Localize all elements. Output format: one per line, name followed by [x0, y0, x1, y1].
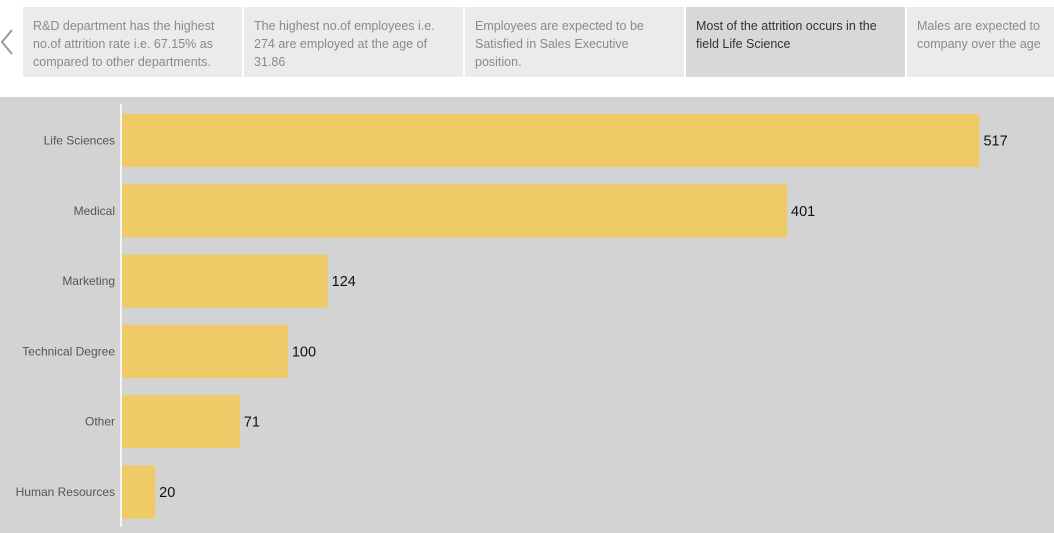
chevron-left-icon[interactable] [0, 28, 16, 56]
bar-chart: Life Sciences 517 Medical 401 Marketing 124 Te… [16, 104, 1008, 527]
story-point-2[interactable]: The highest no.of employees i.e. 274 are… [244, 7, 463, 77]
story-point-5[interactable]: Males are expected to company over the a… [907, 7, 1054, 77]
story-point-text: Males are expected to company over the a… [917, 19, 1041, 51]
bar[interactable] [122, 114, 980, 167]
story-point-text: R&D department has the highest no.of att… [33, 19, 215, 69]
category-label: Marketing [62, 274, 115, 288]
story-point-text: The highest no.of employees i.e. 274 are… [254, 19, 435, 69]
story-point-text: Employees are expected to be Satisfied i… [475, 19, 644, 69]
data-label: 401 [791, 204, 815, 220]
category-label: Human Resources [16, 485, 115, 499]
story-point-4[interactable]: Most of the attrition occurs in the fiel… [686, 7, 905, 77]
story-point-text: Most of the attrition occurs in the fiel… [696, 19, 877, 51]
bar[interactable] [122, 184, 788, 238]
category-label: Medical [74, 204, 115, 218]
data-label: 124 [332, 274, 356, 290]
bar[interactable] [122, 254, 328, 308]
data-label: 71 [244, 415, 260, 431]
data-label: 20 [159, 485, 175, 501]
bar[interactable] [122, 324, 288, 378]
story-navigator: R&D department has the highest no.of att… [0, 0, 1054, 97]
category-label: Other [85, 415, 115, 429]
story-point-3[interactable]: Employees are expected to be Satisfied i… [465, 7, 684, 77]
chart-area: Life Sciences 517 Medical 401 Marketing 124 Te… [0, 97, 1054, 533]
category-label: Technical Degree [22, 344, 115, 358]
data-label: 517 [983, 134, 1007, 150]
bar[interactable] [122, 465, 156, 519]
story-point-1[interactable]: R&D department has the highest no.of att… [23, 7, 242, 77]
category-label: Life Sciences [44, 134, 115, 148]
bar[interactable] [122, 395, 240, 449]
data-label: 100 [292, 344, 316, 360]
